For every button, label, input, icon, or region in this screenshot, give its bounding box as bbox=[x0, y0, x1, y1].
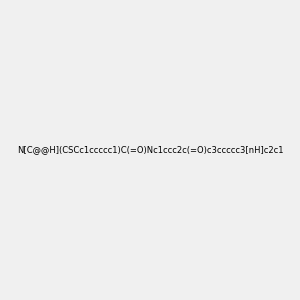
Text: N[C@@H](CSCc1ccccc1)C(=O)Nc1ccc2c(=O)c3ccccc3[nH]c2c1: N[C@@H](CSCc1ccccc1)C(=O)Nc1ccc2c(=O)c3c… bbox=[17, 146, 283, 154]
